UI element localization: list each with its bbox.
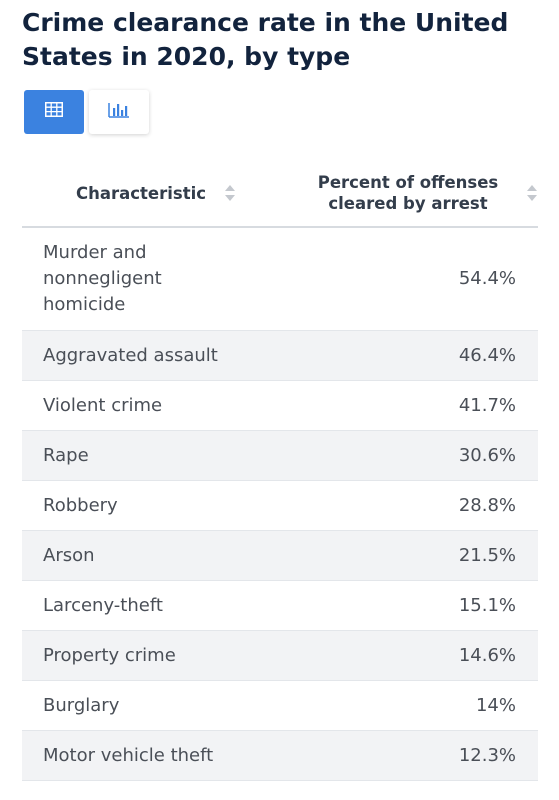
- row-value: 14.6%: [270, 630, 538, 681]
- row-label: Robbery: [22, 480, 270, 531]
- table-row: Aggravated assault 46.4%: [22, 330, 538, 381]
- table-view-button[interactable]: [24, 90, 84, 134]
- row-label: Larceny-theft: [22, 580, 270, 631]
- row-value: 54.4%: [270, 227, 538, 331]
- column-header-percent[interactable]: Percent of offenses cleared by arrest: [270, 160, 538, 228]
- row-label: Violent crime: [22, 380, 270, 431]
- row-value: 41.7%: [270, 380, 538, 431]
- row-value: 30.6%: [270, 430, 538, 481]
- row-value: 15.1%: [270, 580, 538, 631]
- row-label: Rape: [22, 430, 270, 481]
- table-row: Violent crime 41.7%: [22, 380, 538, 431]
- table-row: Burglary 14%: [22, 680, 538, 731]
- chart-view-button[interactable]: [89, 90, 149, 134]
- data-table: Characteristic Percent of offenses clear…: [22, 160, 538, 781]
- table-row: Arson 21.5%: [22, 530, 538, 581]
- row-value: 28.8%: [270, 480, 538, 531]
- table-row: Motor vehicle theft 12.3%: [22, 730, 538, 781]
- bar-chart-icon: [108, 102, 130, 123]
- row-value: 12.3%: [270, 730, 538, 781]
- table-header-row: Characteristic Percent of offenses clear…: [22, 160, 538, 228]
- row-label: Burglary: [22, 680, 270, 731]
- row-value: 21.5%: [270, 530, 538, 581]
- sort-icon: [224, 184, 236, 202]
- row-label: Arson: [22, 530, 270, 581]
- row-value: 14%: [270, 680, 538, 731]
- table-row: Murder and nonnegligent homicide 54.4%: [22, 227, 538, 331]
- column-header-characteristic[interactable]: Characteristic: [22, 160, 270, 228]
- table-row: Rape 30.6%: [22, 430, 538, 481]
- sort-icon: [526, 184, 538, 202]
- row-label: Motor vehicle theft: [22, 730, 270, 781]
- row-label: Murder and nonnegligent homicide: [22, 227, 270, 331]
- row-label: Aggravated assault: [22, 330, 270, 381]
- table-row: Larceny-theft 15.1%: [22, 580, 538, 631]
- table-row: Property crime 14.6%: [22, 630, 538, 681]
- page-title: Crime clearance rate in the United State…: [22, 8, 509, 71]
- row-value: 46.4%: [270, 330, 538, 381]
- table-row: Robbery 28.8%: [22, 480, 538, 531]
- row-label: Property crime: [22, 630, 270, 681]
- table-icon: [45, 102, 63, 122]
